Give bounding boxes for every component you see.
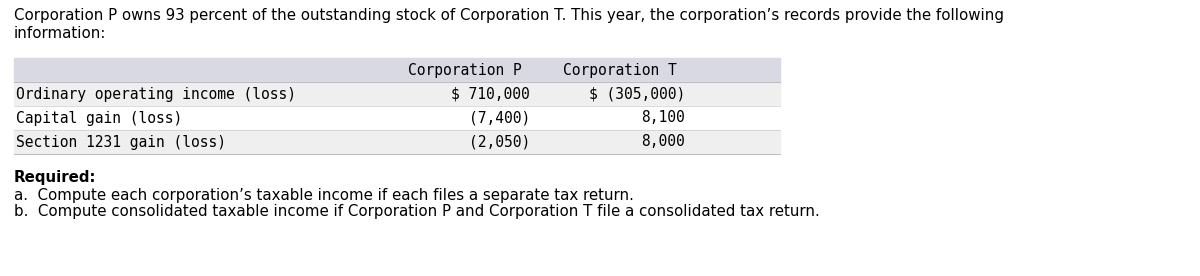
Text: Corporation P owns 93 percent of the outstanding stock of Corporation T. This ye: Corporation P owns 93 percent of the out… (14, 8, 1004, 23)
Text: 8,100: 8,100 (641, 110, 685, 126)
Text: b.  Compute consolidated taxable income if Corporation P and Corporation T file : b. Compute consolidated taxable income i… (14, 204, 820, 219)
Text: $ (305,000): $ (305,000) (589, 86, 685, 102)
Text: Capital gain (loss): Capital gain (loss) (16, 110, 182, 126)
Text: 8,000: 8,000 (641, 134, 685, 150)
Text: Corporation P: Corporation P (408, 62, 522, 78)
Text: Required:: Required: (14, 170, 96, 185)
Bar (14, 58, 780, 82)
Text: (2,050): (2,050) (469, 134, 530, 150)
Bar (14, 82, 780, 106)
Text: a.  Compute each corporation’s taxable income if each files a separate tax retur: a. Compute each corporation’s taxable in… (14, 188, 634, 203)
Text: $ 710,000: $ 710,000 (451, 86, 530, 102)
Text: Ordinary operating income (loss): Ordinary operating income (loss) (16, 86, 296, 102)
Text: Corporation T: Corporation T (563, 62, 677, 78)
Bar (14, 106, 780, 130)
Bar (14, 130, 780, 154)
Text: information:: information: (14, 26, 107, 41)
Text: Section 1231 gain (loss): Section 1231 gain (loss) (16, 134, 226, 150)
Text: (7,400): (7,400) (469, 110, 530, 126)
